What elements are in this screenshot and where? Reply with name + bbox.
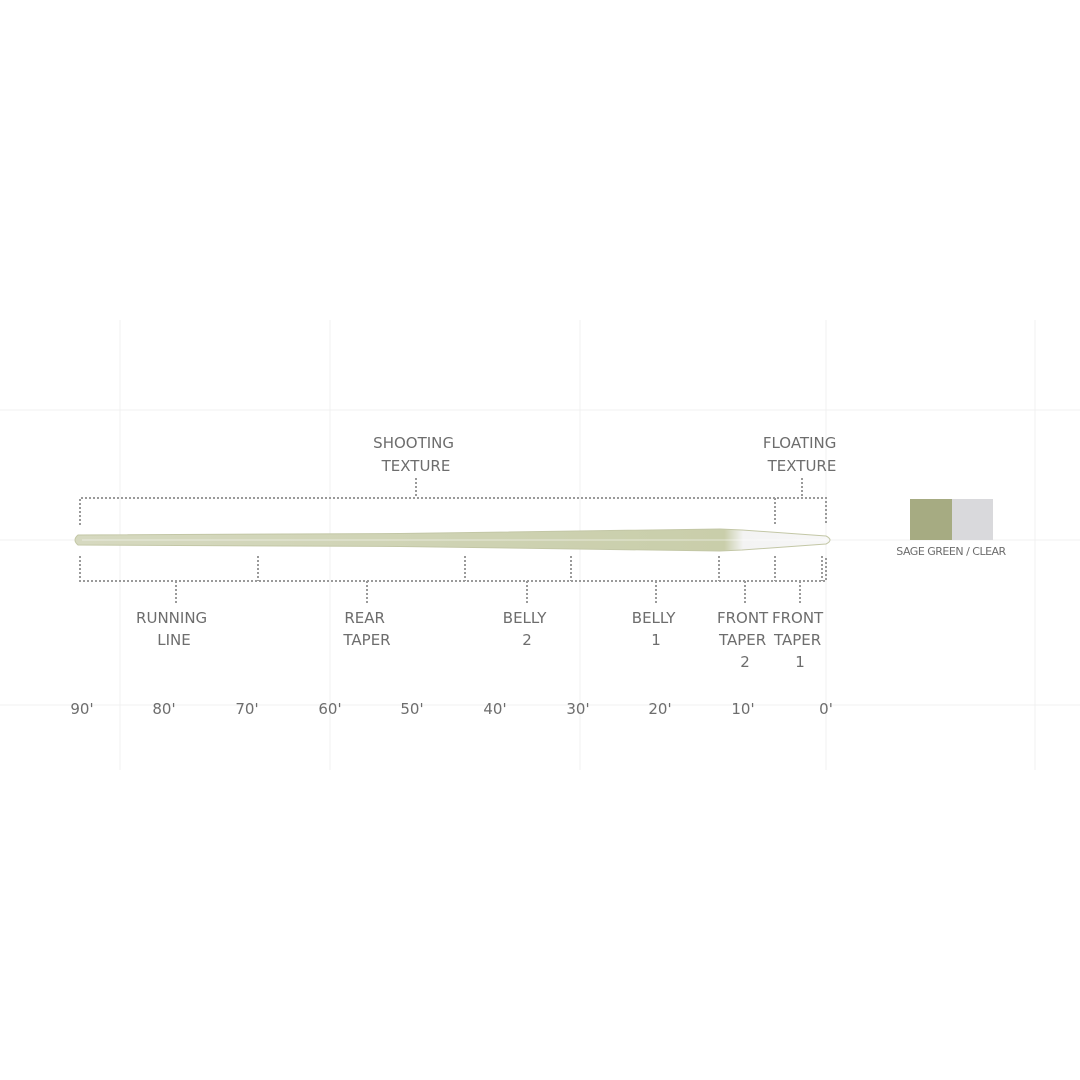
length-axis: 90' 80' 70' 60' 50' 40' 30' 20' 10' 0' [70, 700, 832, 718]
label-floating-texture: FLOATING TEXTURE [763, 434, 841, 475]
section-bracket [79, 556, 827, 605]
axis-tick-label: 80' [152, 700, 175, 718]
label-front-taper-2: FRONT TAPER 2 [717, 609, 773, 671]
axis-tick-label: 70' [235, 700, 258, 718]
legend-label: SAGE GREEN / CLEAR [896, 545, 1006, 558]
axis-tick-label: 40' [483, 700, 506, 718]
fly-line [74, 528, 831, 552]
label-belly-1: BELLY 1 [632, 609, 680, 649]
label-front-taper-1: FRONT TAPER 1 [772, 609, 828, 671]
axis-tick-label: 20' [648, 700, 671, 718]
swatch-sage-green [910, 499, 952, 540]
texture-bracket [79, 478, 827, 525]
axis-tick-label: 30' [566, 700, 589, 718]
axis-tick-label: 60' [318, 700, 341, 718]
axis-tick-label: 10' [731, 700, 754, 718]
swatch-clear [952, 499, 993, 540]
axis-tick-label: 0' [819, 700, 833, 718]
axis-tick-label: 90' [70, 700, 93, 718]
color-legend: SAGE GREEN / CLEAR [896, 499, 1007, 558]
label-rear-taper: REAR TAPER [342, 609, 390, 649]
label-shooting-texture: SHOOTING TEXTURE [373, 434, 459, 475]
label-running-line: RUNNING LINE [136, 609, 212, 649]
label-belly-2: BELLY 2 [503, 609, 551, 649]
axis-tick-label: 50' [400, 700, 423, 718]
